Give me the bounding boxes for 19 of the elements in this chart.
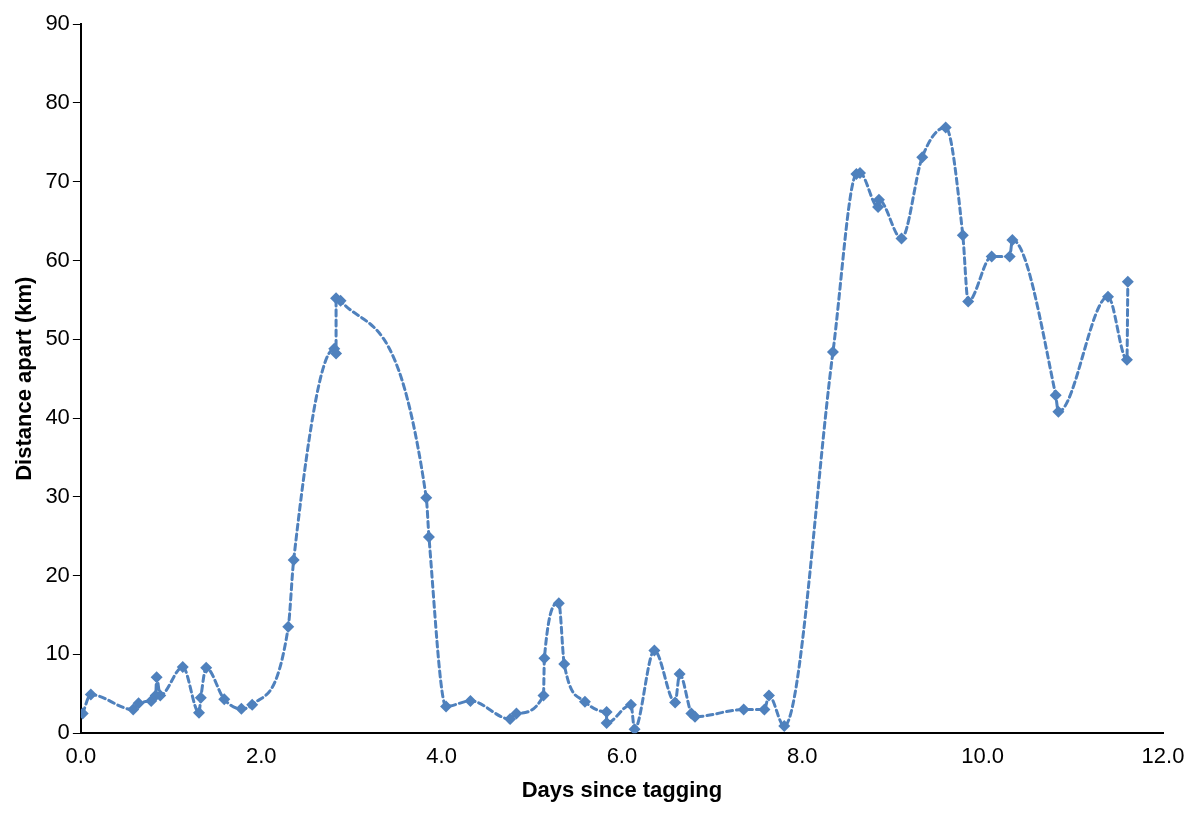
x-tick-label: 10.0 [961,743,1005,769]
x-tick-label: 2.0 [245,743,277,769]
y-tick-label: 90 [45,10,70,36]
y-axis-title: Distance apart (km) [11,276,37,481]
y-tick-label: 60 [45,246,70,272]
x-tick-label: 0.0 [65,743,97,769]
y-tick-label: 20 [45,561,70,587]
x-tick-label: 8.0 [786,743,818,769]
x-tick-label: 4.0 [426,743,457,769]
x-tick-label: 6.0 [606,743,638,769]
x-tick-label: 12.0 [1141,743,1185,769]
y-tick-label: 80 [45,89,70,115]
y-tick-label: 0 [57,719,70,745]
y-tick-label: 40 [45,404,70,430]
x-axis-title: Days since tagging [521,776,723,802]
y-tick-label: 30 [45,482,70,508]
y-tick-label: 70 [45,167,70,193]
y-tick-label: 50 [45,325,70,351]
y-tick-label: 10 [45,640,70,666]
